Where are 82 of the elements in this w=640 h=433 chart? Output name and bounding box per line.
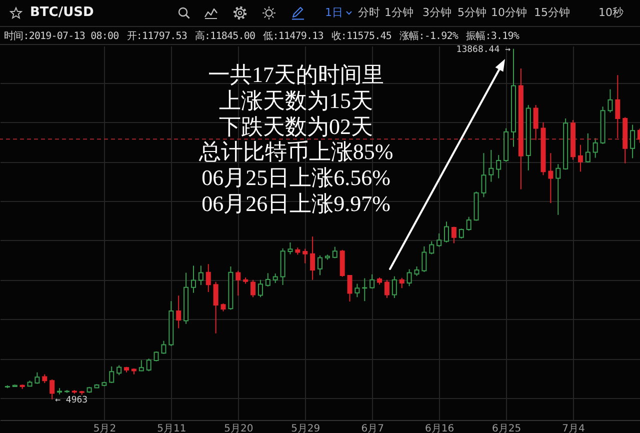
annotation: 13868.44 →: [456, 44, 512, 55]
candlestick: [392, 276, 397, 298]
text: 分时: [358, 6, 380, 20]
chart-title: BTC/USD: [30, 5, 94, 21]
text: 振幅:3.19%: [466, 30, 519, 42]
candlestick: [444, 221, 450, 243]
text: 1分钟: [384, 6, 414, 20]
text: 10秒: [598, 6, 624, 20]
candlestick: [496, 154, 502, 179]
candlestick: [310, 236, 316, 280]
candlestick: [384, 279, 390, 298]
candlestick: [265, 272, 270, 288]
candlestick: [198, 265, 204, 286]
annotation: 一共17天的时间里: [208, 62, 384, 88]
text: 10分钟: [491, 6, 527, 20]
x-tick-label: 6月25: [492, 424, 522, 433]
candlestick: [50, 378, 55, 400]
text: 3分钟: [422, 6, 452, 20]
candlestick: [176, 295, 182, 329]
candlestick: [236, 270, 241, 296]
candlestick: [451, 226, 456, 244]
candlestick: [592, 138, 598, 158]
x-tick-label: 5月29: [291, 424, 320, 433]
candlestick: [250, 279, 256, 298]
x-tick-label: 7月4: [562, 424, 585, 433]
candlestick: [406, 268, 412, 287]
candlestick: [138, 360, 144, 372]
text: 低:11479.13: [263, 30, 324, 42]
candlestick: [488, 149, 494, 182]
candlestick: [481, 152, 486, 198]
candlestick: [436, 232, 442, 248]
annotation: ← 4963: [55, 395, 88, 406]
candlestick: [585, 132, 590, 164]
candlestick: [533, 104, 538, 141]
candlestick: [288, 242, 293, 255]
candlestick: [362, 278, 368, 302]
candlestick: [258, 279, 263, 298]
candlestick: [302, 248, 308, 264]
candlestick: [206, 264, 211, 293]
text: 5分钟: [458, 6, 486, 20]
candlestick: [422, 246, 427, 272]
x-tick-label: 5月20: [224, 424, 254, 433]
candlestick: [34, 372, 40, 384]
candlestick: [429, 240, 434, 255]
candlestick: [466, 216, 472, 232]
candlestick: [556, 164, 561, 216]
candlestick: [578, 144, 583, 172]
x-tick-label: 5月11: [157, 424, 186, 433]
candlestick: [347, 274, 352, 302]
x-tick-label: 6月16: [425, 424, 454, 433]
candlestick: [272, 273, 278, 284]
candlestick: [190, 265, 196, 294]
text: 收:11575.45: [331, 30, 392, 42]
annotation: 上涨天数为15天: [219, 88, 373, 114]
x-tick-label: 5月2: [93, 424, 116, 433]
candlestick: [146, 358, 152, 372]
candlestick: [161, 340, 166, 354]
candlestick: [213, 281, 218, 334]
candlestick: [116, 364, 122, 376]
candlestick: [399, 277, 404, 289]
candlestick: [608, 88, 613, 114]
x-tick-label: 6月7: [361, 424, 384, 433]
candlestick: [458, 228, 464, 240]
annotation: 总计比特币上涨85%: [198, 139, 394, 166]
candlestick: [109, 366, 114, 384]
candlestick: [630, 124, 636, 159]
candlestick: [354, 283, 360, 298]
text: 15分钟: [534, 6, 570, 20]
candlestick: [154, 351, 159, 362]
text: 高:11845.00: [194, 30, 256, 42]
text: 开:11797.53: [126, 30, 187, 42]
annotation: 下跌天数为02天: [219, 114, 373, 140]
candlestick: [414, 266, 420, 276]
annotation: 06月26日上涨9.97%: [202, 190, 390, 217]
text: 涨幅:-1.92%: [400, 30, 458, 42]
annotation: 06月25日上涨6.56%: [202, 165, 390, 191]
candlestick: [615, 74, 620, 139]
candlestick: [318, 254, 322, 276]
text: 时间:2019-07-13 08:00: [4, 30, 119, 42]
text: 1日: [325, 6, 343, 20]
candlestick: [370, 274, 375, 290]
candlestick: [548, 152, 554, 204]
